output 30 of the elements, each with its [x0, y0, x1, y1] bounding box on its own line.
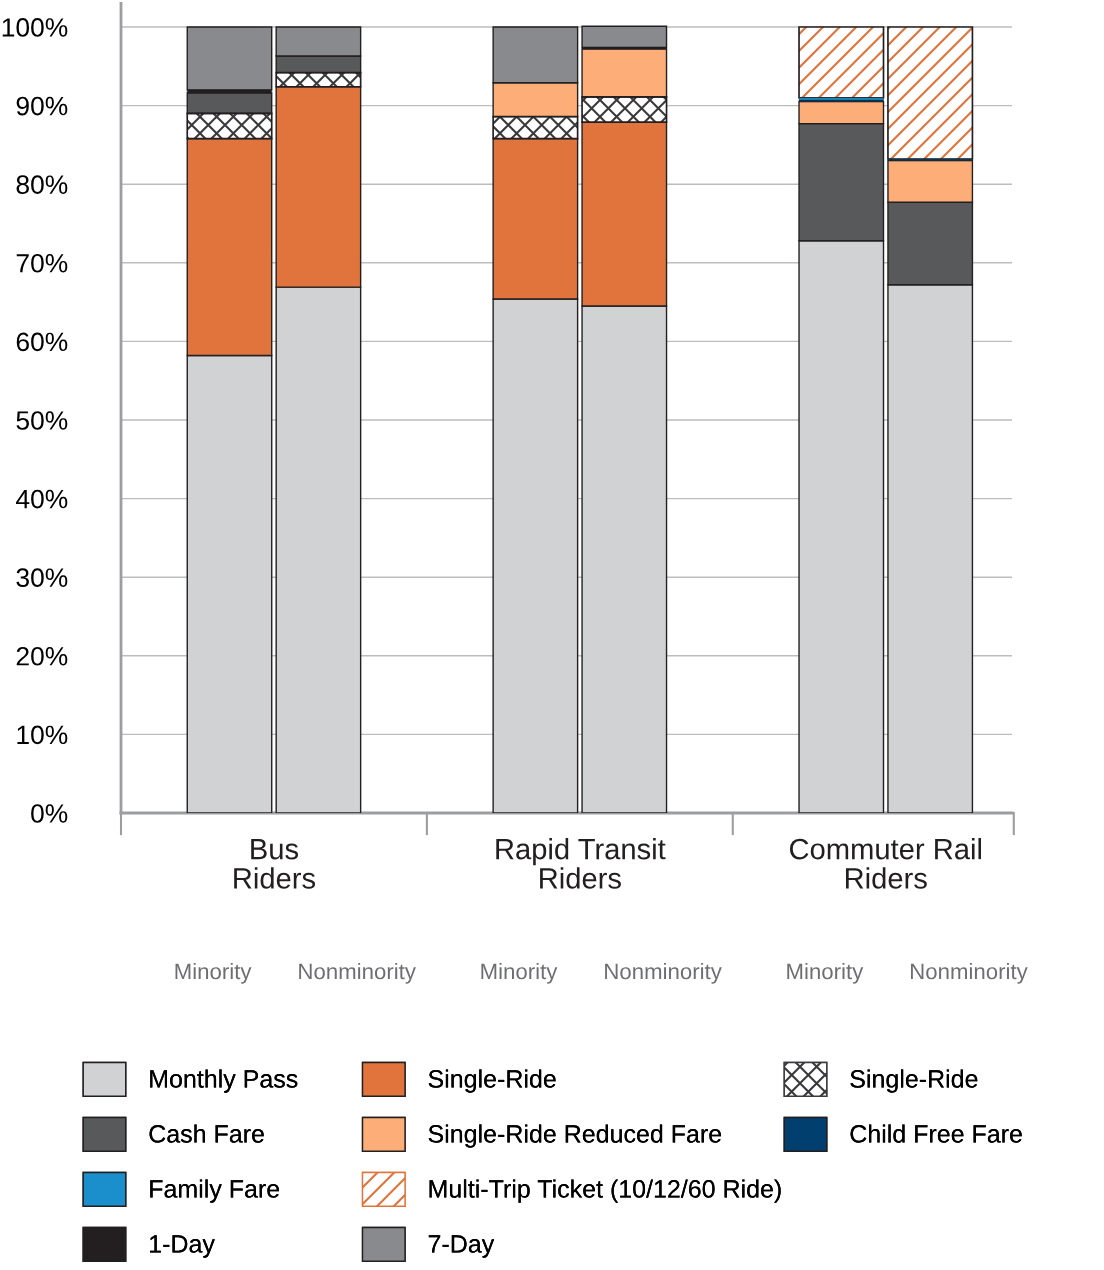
legend-label: Multi-Trip Ticket (10/12/60 Ride)	[429, 1179, 781, 1203]
y-tick-label: 100%	[2, 18, 68, 37]
y-tick-label: 60%	[16, 332, 68, 352]
legend-label: Monthly Pass	[150, 1069, 298, 1093]
x-tick-label: Minority	[481, 963, 558, 984]
x-tick-label: Minority	[175, 963, 252, 984]
y-tick-label: 50%	[16, 411, 68, 430]
legend-label: 7-Day	[428, 1235, 495, 1258]
text: Rapid Transit Riders	[496, 838, 666, 889]
y-tick-label: 80%	[16, 175, 68, 195]
x-tick-label: Nonminority	[911, 963, 1028, 984]
y-tick-label: 10%	[17, 725, 68, 745]
legend-label: Family Fare	[150, 1179, 280, 1203]
legend-label: 1-Day	[150, 1235, 215, 1258]
y-tick-label: 40%	[16, 489, 68, 509]
x-tick-label: Nonminority	[299, 963, 416, 984]
x-tick-label: Nonminority	[605, 963, 722, 984]
text: Bus Riders	[234, 839, 316, 889]
y-tick-label: 90%	[16, 96, 68, 116]
x-tick-label: Minority	[787, 963, 864, 984]
legend-label: Single-Ride Reduced Fare	[428, 1124, 722, 1148]
y-tick-label: 20%	[16, 646, 68, 666]
y-tick-label: 70%	[16, 253, 68, 273]
text: Commuter Rail Riders	[789, 838, 982, 889]
legend-label: Single-Ride	[850, 1069, 978, 1093]
legend-label: Cash Fare	[149, 1124, 264, 1143]
legend-label: Child Free Fare	[850, 1124, 1022, 1143]
legend-label: Single-Ride	[428, 1069, 556, 1093]
y-tick-label: 30%	[16, 568, 68, 588]
y-tick-label: 0%	[31, 804, 68, 823]
